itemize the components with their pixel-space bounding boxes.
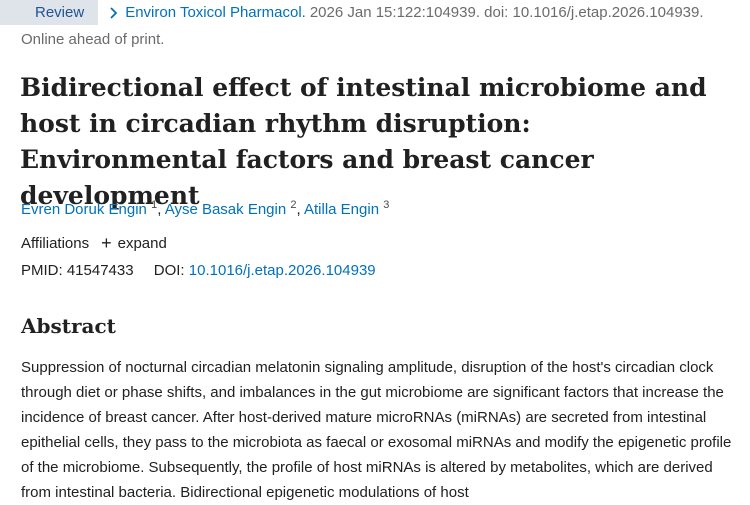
chevron-right-icon[interactable] — [109, 6, 119, 19]
author-separator: , — [296, 201, 304, 218]
doi-label: DOI: — [153, 262, 185, 279]
author-link[interactable]: Evren Doruk Engin — [21, 201, 147, 218]
abstract-heading: Abstract — [21, 314, 116, 338]
authors-list: Evren Doruk Engin 1, Ayse Basak Engin 2,… — [21, 199, 389, 218]
doi-link[interactable]: 10.1016/j.etap.2026.104939 — [188, 262, 376, 279]
journal-link[interactable]: Environ Toxicol Pharmacol. — [125, 4, 306, 21]
author-link[interactable]: Atilla Engin — [304, 201, 380, 218]
identifiers: PMID: 41547433 DOI: 10.1016/j.etap.2026.… — [21, 262, 376, 279]
author-link[interactable]: Ayse Basak Engin — [164, 201, 287, 218]
affiliation-ref[interactable]: 3 — [383, 199, 390, 211]
citation: Environ Toxicol Pharmacol. 2026 Jan 15:1… — [109, 4, 704, 21]
publication-status: Online ahead of print. — [21, 31, 165, 48]
affiliation-ref[interactable]: 2 — [290, 199, 297, 211]
author-separator: , — [157, 201, 165, 218]
article-title: Bidirectional effect of intestinal micro… — [20, 73, 707, 210]
affiliations-label: Affiliations — [21, 235, 90, 252]
citation-bar: Review Environ Toxicol Pharmacol. 2026 J… — [0, 0, 750, 25]
plus-icon: + — [101, 233, 112, 253]
abstract-text: Suppression of nocturnal circadian melat… — [21, 359, 732, 501]
pmid-value: 41547433 — [66, 262, 134, 279]
article-type-badge: Review — [0, 0, 99, 25]
affiliation-ref[interactable]: 1 — [151, 199, 158, 211]
affiliations-row: Affiliations + expand — [21, 233, 167, 253]
expand-affiliations-button[interactable]: + expand — [101, 233, 167, 253]
expand-label: expand — [117, 235, 167, 252]
citation-details: 2026 Jan 15:122:104939. doi: 10.1016/j.e… — [309, 4, 704, 21]
pmid-label: PMID: — [21, 262, 63, 279]
